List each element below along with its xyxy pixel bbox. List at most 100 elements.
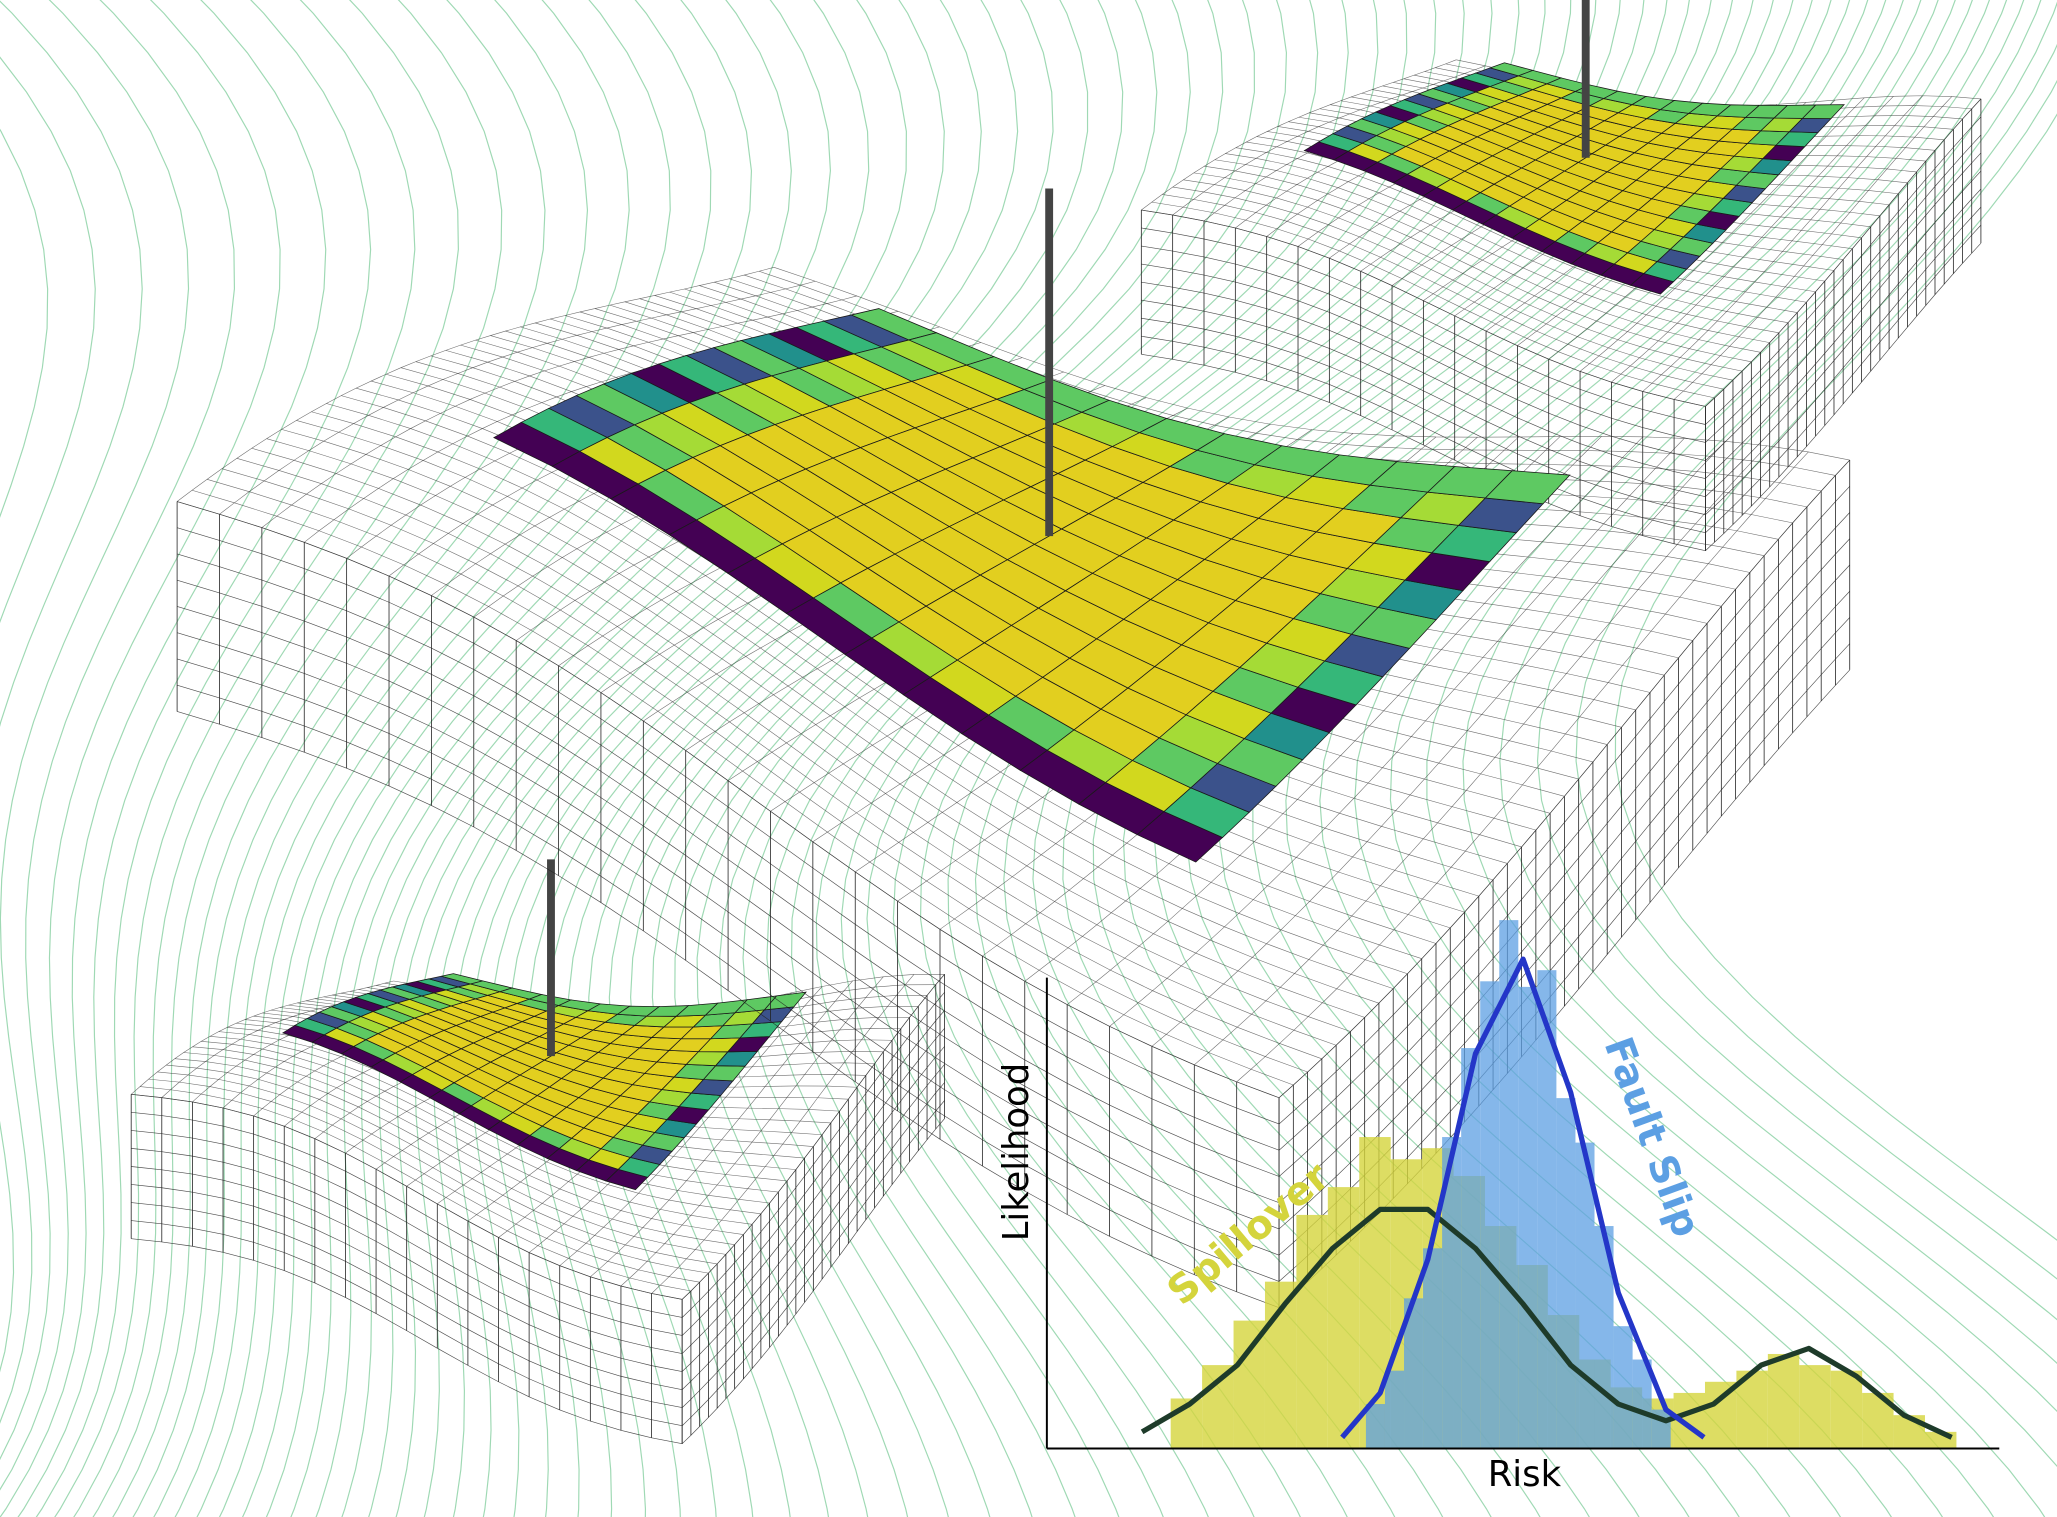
histogram-bar [1613, 1326, 1633, 1449]
contour-line [742, 0, 1572, 1517]
histogram-bar [1767, 1353, 1800, 1449]
contour-line [112, 0, 589, 1517]
contour-line [315, 0, 945, 1517]
histogram-bar [1202, 1365, 1234, 1449]
contour-line [92, 0, 546, 1517]
contour-line [174, 0, 712, 1517]
x-axis-label: Risk [1488, 1454, 1562, 1495]
mesh-line [1109, 438, 1685, 1027]
mesh-line [176, 267, 775, 502]
contour-line [414, 0, 1089, 1517]
contour-line [0, 0, 327, 1517]
contour-line [527, 0, 1288, 1517]
series-annotation: Fault Slip [1595, 1031, 1710, 1243]
histogram-bar [1365, 1404, 1385, 1449]
contour-line [488, 0, 1224, 1517]
contour-line [608, 0, 1408, 1517]
contour-line [341, 0, 982, 1517]
fit-curve [1340, 956, 1706, 1440]
mesh [1140, 0, 1982, 552]
mesh-line [1194, 445, 1768, 1066]
contour-line [1426, 0, 2057, 1468]
contour-line [696, 0, 1520, 1517]
histogram-bar [1556, 1098, 1576, 1449]
histogram-bar [1830, 1370, 1863, 1449]
histogram-bar [1518, 986, 1538, 1449]
mesh-line [1705, 98, 1982, 407]
histogram-bar [1423, 1248, 1443, 1449]
mesh-line [219, 280, 816, 515]
contour-line [153, 0, 671, 1517]
contour-line [265, 0, 870, 1517]
contour-line [1536, 43, 2057, 1321]
contour-line [0, 128, 49, 518]
mesh-line [559, 986, 823, 1266]
histogram-bar [1461, 1048, 1481, 1449]
inset-chart: Risk Likelihood Spillover Fault Slip [996, 920, 2000, 1495]
histogram-bar [1799, 1365, 1831, 1449]
surface-cell [763, 991, 807, 1011]
mesh-line [1172, 65, 1486, 216]
mesh [130, 859, 945, 1445]
fit-curve [1140, 1206, 1953, 1440]
mesh-line [773, 267, 1850, 461]
contour-line [1462, 0, 2057, 1413]
contour-line [241, 0, 832, 1517]
mesh-line [1642, 95, 1923, 392]
histogram-bar [1404, 1298, 1424, 1449]
surface-cell [1484, 470, 1571, 505]
contour-line [1389, 0, 2046, 1517]
contour-line [815, 0, 1645, 1517]
histogram-bar [1499, 920, 1519, 1449]
contour-line [451, 0, 1158, 1517]
contour-line [0, 56, 96, 624]
contour-line [507, 0, 1255, 1517]
contour-line [395, 0, 1054, 1517]
contour-line [432, 0, 1124, 1517]
contour-line [0, 0, 236, 1461]
histogram-bar [1296, 1214, 1328, 1449]
contour-line [1354, 0, 1995, 1517]
y-axis-label: Likelihood [996, 1063, 1037, 1242]
contour-line [290, 0, 907, 1517]
mesh-line [1611, 96, 1894, 383]
contour-line [196, 0, 753, 1517]
histogram-bar [1480, 981, 1500, 1449]
contour-line [547, 0, 1319, 1517]
mesh-line [1141, 59, 1457, 211]
mesh-line [651, 974, 915, 1294]
histogram-bar [1442, 1137, 1462, 1449]
contour-line [218, 0, 792, 1517]
contour-line [719, 0, 1546, 1517]
surface-cell [1801, 104, 1845, 119]
contour-line [1499, 1, 2057, 1364]
contour-line [588, 0, 1379, 1517]
mesh-line [1151, 441, 1726, 1047]
reservoir-meshes [130, 0, 1982, 1445]
contour-line [17, 0, 372, 1517]
mesh [176, 188, 1851, 1308]
contour-line [54, 0, 459, 1517]
contour-line [35, 0, 416, 1517]
contour-line [0, 0, 143, 1373]
mesh-line [681, 974, 945, 1300]
histogram-bar [1384, 1370, 1405, 1449]
histogram-bar [1327, 1187, 1360, 1449]
mesh-layer [131, 1118, 945, 1445]
mesh-line [1579, 97, 1865, 372]
contour-line [790, 0, 1621, 1517]
mesh-line [1673, 96, 1953, 400]
mesh-line [261, 295, 857, 528]
histogram-bar [1632, 1359, 1652, 1449]
histogram-bar [1233, 1320, 1265, 1449]
mesh-line [1236, 451, 1809, 1083]
contour-line [73, 0, 503, 1517]
contour-line [651, 0, 1465, 1517]
contour-line [0, 0, 190, 1424]
mesh-line [620, 976, 884, 1287]
mesh-line [130, 980, 394, 1095]
contour-line [132, 0, 630, 1517]
mesh-line [1278, 459, 1850, 1098]
